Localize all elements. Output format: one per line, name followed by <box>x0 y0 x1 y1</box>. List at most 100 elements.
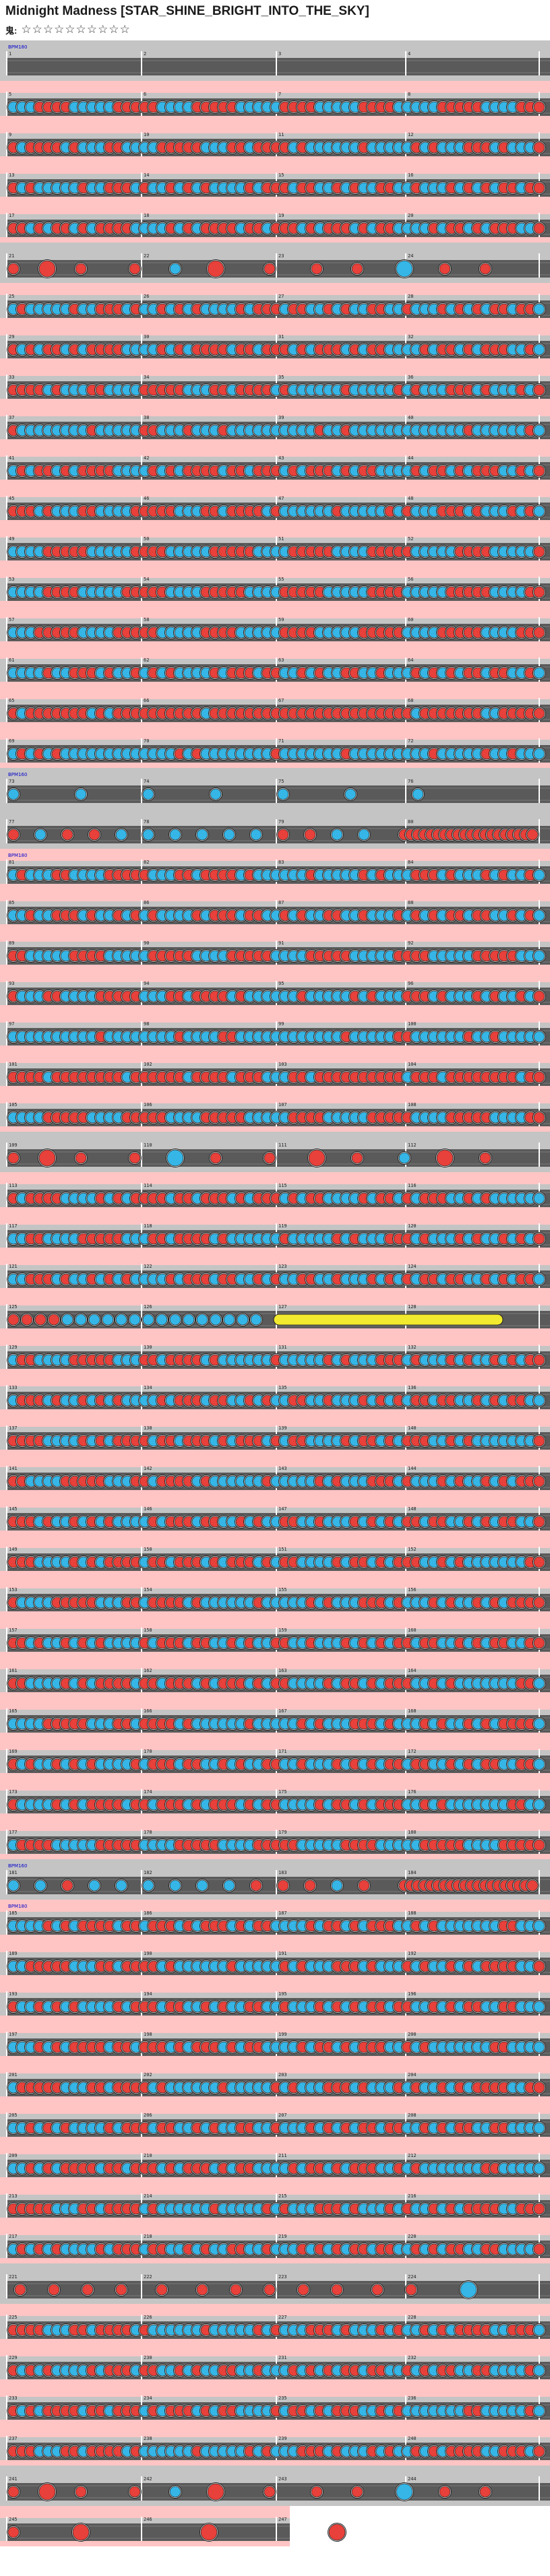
gogo-band <box>0 358 550 364</box>
measure-number: 117 <box>9 1223 18 1229</box>
chart-row: 113 114 115 116 <box>0 1172 550 1213</box>
ka-note-face <box>533 424 545 437</box>
measure-number: 92 <box>408 940 413 946</box>
measure-number: 19 <box>278 213 284 218</box>
ka-note-face <box>223 1314 235 1326</box>
measure-number: 66 <box>144 698 149 703</box>
measure-number: 63 <box>278 657 284 663</box>
gogo-band <box>0 485 550 497</box>
measure-number: 105 <box>9 1102 18 1107</box>
gogo-band <box>0 364 550 376</box>
ka-note-face <box>237 1314 249 1326</box>
measure-number: 50 <box>144 536 149 542</box>
song-title: Midnight Madness [STAR_SHINE_BRIGHT_INTO… <box>5 4 369 18</box>
measure-number: 7 <box>278 92 281 97</box>
measure-number: 135 <box>278 1385 287 1390</box>
chart-row: 141 142 143 144 <box>0 1455 550 1495</box>
measure-number: 30 <box>144 334 149 340</box>
measure-number: 27 <box>278 294 284 299</box>
measure-number: 49 <box>9 536 14 542</box>
ka-note-face <box>533 505 545 517</box>
measure-number: 78 <box>144 819 149 825</box>
measure-number: 90 <box>144 940 149 946</box>
measure-number: 111 <box>278 1142 287 1148</box>
don-note-face <box>210 1152 222 1164</box>
measure-number: 134 <box>144 1385 152 1390</box>
measure-number: 156 <box>408 1587 417 1592</box>
measure-number: 104 <box>408 1062 417 1067</box>
gogo-band <box>0 1248 550 1253</box>
don-note-face <box>75 1152 87 1164</box>
measure-number: 35 <box>278 375 284 380</box>
gogo-band <box>0 606 550 618</box>
ka-note-face <box>223 829 235 841</box>
measure-number: 84 <box>408 860 413 865</box>
chart-row: 65 66 67 68 <box>0 687 550 728</box>
gogo-band <box>0 283 550 295</box>
measure-number: 82 <box>144 860 149 865</box>
measure-number: 39 <box>278 415 284 420</box>
measure-number: 38 <box>144 415 149 420</box>
measure-number: 12 <box>408 132 413 137</box>
measure-number: 119 <box>278 1223 287 1229</box>
measure-number: 89 <box>9 940 14 946</box>
chart-row: 53 54 55 56 <box>0 566 550 606</box>
don-note-face <box>533 1556 545 1568</box>
gogo-band <box>0 763 550 768</box>
don-note-face <box>533 465 545 477</box>
measure-number: 17 <box>9 213 14 218</box>
measure-number: 153 <box>9 1587 18 1592</box>
don-note-face <box>34 1314 47 1326</box>
measure-number: 40 <box>408 415 413 420</box>
ka-note-face <box>169 1314 181 1326</box>
measure-number: 124 <box>408 1264 417 1269</box>
measure-number: 55 <box>278 577 284 582</box>
star-rating: ☆☆☆☆☆☆☆☆☆☆ <box>21 23 131 36</box>
gogo-band <box>0 924 550 930</box>
chart-row: 93 94 95 96 <box>0 970 550 1010</box>
don-note-face <box>129 263 141 275</box>
gogo-band <box>0 202 550 214</box>
gogo-band <box>0 1692 550 1698</box>
chart-row: 61 62 63 64 <box>0 647 550 687</box>
chart-row: 37 38 39 40 <box>0 404 550 445</box>
measure-number: 5 <box>9 92 11 97</box>
ka-note-face <box>129 1314 141 1326</box>
gogo-band <box>0 970 550 982</box>
ka-note-face <box>533 869 545 881</box>
ka-note-face <box>142 1314 154 1326</box>
measure-number: 22 <box>144 253 149 259</box>
measure-number: 56 <box>408 577 413 582</box>
chart-row: 41 42 43 44 <box>0 445 550 485</box>
don-note-face <box>533 1516 545 1528</box>
chart-row: 17 18 19 20 <box>0 202 550 243</box>
gogo-band <box>0 1571 550 1576</box>
don-note-face <box>439 263 451 275</box>
ka-note-face <box>88 1314 100 1326</box>
ka-note-face <box>533 748 545 760</box>
measure-number: 140 <box>408 1425 417 1431</box>
chart-header: Midnight Madness [STAR_SHINE_BRIGHT_INTO… <box>5 4 545 36</box>
measure-number: 157 <box>9 1628 18 1633</box>
chart-row: 25 26 27 28 <box>0 283 550 323</box>
measure-number: 77 <box>9 819 14 825</box>
measure-number: 74 <box>144 779 149 784</box>
gogo-band <box>0 1369 550 1374</box>
measure-number: 155 <box>278 1587 287 1592</box>
don-note-face <box>533 182 545 194</box>
gogo-band <box>0 1576 550 1588</box>
measure-number: 32 <box>408 334 413 340</box>
chart-row: 85 86 87 88 <box>0 889 550 930</box>
don-note-face <box>533 1637 545 1649</box>
chart-row: 157 158 159 160 <box>0 1617 550 1657</box>
measure-number: 145 <box>9 1506 18 1512</box>
measure-number: 125 <box>9 1304 18 1310</box>
measure-number: 62 <box>144 657 149 663</box>
measure-number: 101 <box>9 1062 18 1067</box>
measure-number: 51 <box>278 536 284 542</box>
don-note-face <box>533 1071 545 1083</box>
measure-number: 21 <box>9 253 14 259</box>
measure-number: 123 <box>278 1264 287 1269</box>
gogo-band <box>0 1126 550 1132</box>
don-note-face <box>533 707 545 719</box>
